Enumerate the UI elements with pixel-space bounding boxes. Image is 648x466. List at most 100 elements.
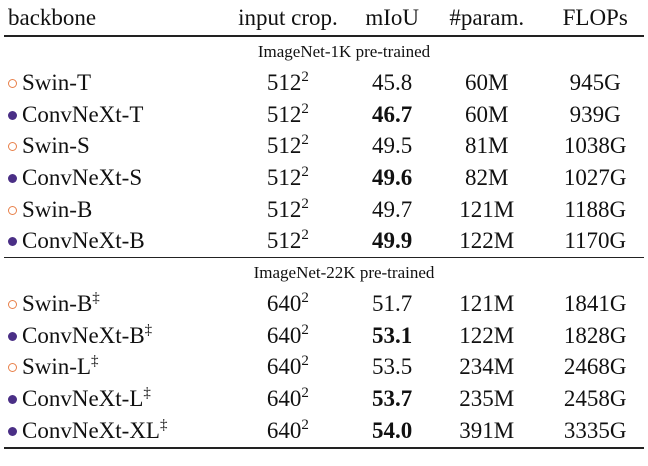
backbone-cell: ConvNeXt-S — [4, 162, 219, 194]
flops-cell: 939G — [569, 101, 621, 127]
data-row: Swin-B 5122 49.7 121M 1188G — [4, 194, 644, 226]
params-cell: 122M — [459, 228, 515, 254]
data-row: Swin-S 5122 49.5 81M 1038G — [4, 130, 644, 162]
section-title: ImageNet-1K pre-trained — [257, 42, 431, 61]
backbone-name: ConvNeXt-XL — [22, 417, 160, 443]
backbone-cell: Swin-L‡ — [4, 352, 219, 384]
section-title: ImageNet-22K pre-trained — [4, 257, 644, 289]
params-cell: 60M — [465, 101, 509, 127]
miou-cell: 49.9 — [372, 228, 413, 254]
column-header: backbone — [4, 0, 219, 37]
crop-sup: 2 — [301, 163, 309, 180]
crop-cell: 6402 — [219, 320, 358, 352]
crop-sup: 2 — [301, 195, 309, 212]
crop-value: 512 — [266, 69, 302, 95]
miou-cell: 49.6 — [372, 164, 413, 190]
backbone-sup: ‡ — [144, 321, 153, 338]
crop-cell: 6402 — [218, 414, 358, 449]
backbone-cell: ConvNeXt-XL‡ — [4, 414, 219, 449]
crop-cell: 5122 — [219, 162, 358, 194]
backbone-name: ConvNeXt-S — [22, 164, 143, 190]
column-header: #param. — [427, 0, 547, 37]
crop-cell: 5122 — [219, 67, 358, 99]
flops-cell: 1027G — [563, 164, 627, 190]
params-cell: 121M — [459, 196, 515, 222]
data-row: Swin-T 5122 45.8 60M 945G — [4, 67, 644, 99]
crop-sup: 2 — [301, 100, 309, 117]
miou-cell: 54.0 — [357, 414, 428, 449]
params-cell: 82M — [465, 164, 509, 190]
flops-cell: 1038G — [563, 133, 627, 159]
backbone-cell: ConvNeXt-T — [4, 99, 219, 131]
crop-cell: 6402 — [219, 352, 358, 384]
column-header: FLOPs — [546, 0, 644, 37]
miou-cell: 53.5 — [372, 354, 413, 380]
backbone-name: ConvNeXt-B — [22, 228, 145, 254]
results-table: backbone input crop. mIoU #param. FLOPs Imag… — [4, 0, 644, 449]
crop-sup: 2 — [301, 321, 309, 338]
backbone-sup: ‡ — [143, 385, 151, 402]
section-row: ImageNet-22K pre-trained — [4, 257, 644, 289]
crop-sup: 2 — [301, 227, 309, 244]
crop-value: 512 — [266, 133, 302, 159]
column-header: mIoU — [357, 0, 428, 37]
crop-cell: 5122 — [219, 194, 358, 226]
backbone-sup: ‡ — [91, 353, 99, 370]
marker — [8, 299, 17, 309]
miou-cell: 51.7 — [372, 290, 413, 316]
crop-sup: 2 — [301, 68, 309, 85]
miou-cell: 45.8 — [372, 69, 413, 95]
crop-cell: 5122 — [219, 225, 358, 257]
data-row: ConvNeXt-T 5122 46.7 60M 939G — [4, 99, 644, 131]
section-row: ImageNet-1K pre-trained — [4, 36, 644, 67]
crop-value: 640 — [266, 290, 302, 316]
params-cell: 121M — [459, 290, 515, 316]
miou-cell: 46.7 — [372, 101, 413, 127]
flops-cell: 2458G — [563, 386, 627, 412]
backbone-sup: ‡ — [92, 289, 100, 306]
crop-cell: 5122 — [219, 99, 358, 131]
data-row: ConvNeXt-B‡ 6402 53.1 122M 1828G — [4, 320, 644, 352]
backbone-sup: ‡ — [159, 416, 168, 433]
flops-cell: 945G — [569, 69, 621, 95]
params-cell: 391M — [427, 414, 547, 449]
marker — [8, 331, 17, 341]
params-cell: 81M — [465, 133, 509, 159]
crop-sup: 2 — [301, 132, 309, 149]
header-row: backbone input crop. mIoU #param. FLOPs — [4, 0, 644, 37]
backbone-name: Swin-L — [22, 354, 91, 380]
marker — [8, 142, 17, 152]
marker — [8, 205, 17, 215]
backbone-name: Swin-B — [22, 290, 93, 316]
data-row: ConvNeXt-L‡ 6402 53.7 235M 2458G — [4, 383, 644, 415]
crop-sup: 2 — [301, 289, 309, 306]
backbone-cell: Swin-B — [4, 194, 219, 226]
params-cell: 234M — [459, 354, 515, 380]
backbone-cell: Swin-S — [4, 130, 219, 162]
crop-value: 512 — [266, 196, 302, 222]
crop-cell: 6402 — [219, 288, 358, 320]
crop-sup: 2 — [301, 353, 309, 370]
flops-cell: 1841G — [563, 290, 627, 316]
miou-cell: 53.1 — [372, 322, 413, 348]
crop-value: 640 — [266, 322, 302, 348]
params-cell: 235M — [459, 386, 515, 412]
backbone-name: ConvNeXt-B — [22, 322, 145, 348]
crop-value: 640 — [266, 417, 302, 443]
crop-sup: 2 — [301, 385, 309, 402]
flops-cell: 1188G — [564, 196, 627, 222]
crop-cell: 6402 — [219, 383, 358, 415]
flops-cell: 1828G — [563, 322, 627, 348]
crop-value: 640 — [266, 354, 302, 380]
params-cell: 122M — [459, 322, 515, 348]
data-row: Swin-L‡ 6402 53.5 234M 2468G — [4, 352, 644, 384]
flops-cell: 2468G — [563, 354, 627, 380]
data-row: ConvNeXt-XL‡ 6402 54.0 391M 3335G — [4, 414, 644, 449]
params-cell: 60M — [465, 69, 509, 95]
miou-cell: 53.7 — [372, 386, 413, 412]
marker — [8, 237, 17, 247]
crop-cell: 5122 — [219, 130, 358, 162]
marker — [8, 78, 17, 88]
backbone-name: Swin-B — [22, 196, 93, 222]
